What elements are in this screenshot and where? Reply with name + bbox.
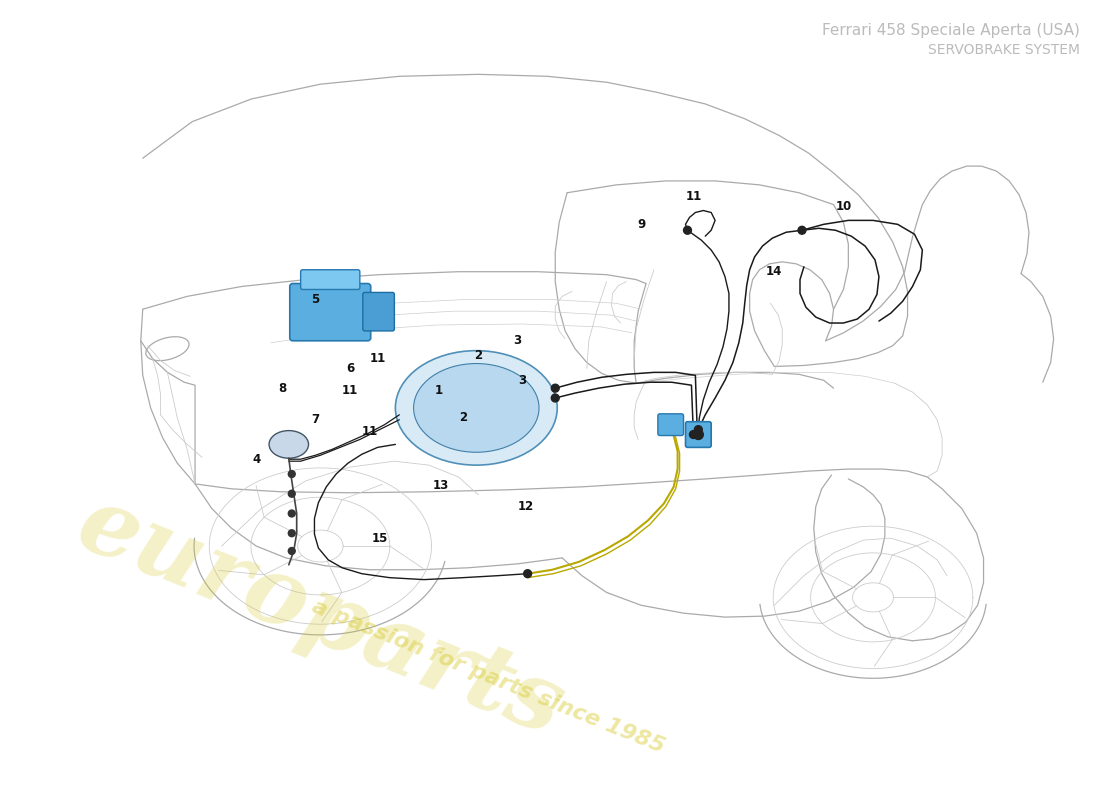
FancyBboxPatch shape [300,270,360,290]
Circle shape [551,384,559,392]
Circle shape [690,430,697,438]
Circle shape [693,430,702,438]
FancyBboxPatch shape [289,283,371,341]
Text: europarts: europarts [65,479,576,755]
Text: 3: 3 [514,334,521,347]
Text: 11: 11 [685,190,702,203]
Text: 11: 11 [362,425,377,438]
Text: 11: 11 [370,352,386,365]
Text: 5: 5 [311,293,320,306]
Circle shape [288,510,295,517]
Text: a passion for parts since 1985: a passion for parts since 1985 [309,596,668,757]
Text: 13: 13 [432,479,449,492]
Ellipse shape [414,363,539,452]
Text: 12: 12 [517,500,534,513]
Circle shape [288,470,295,478]
Text: 14: 14 [766,266,782,278]
Ellipse shape [270,430,308,458]
Circle shape [524,570,531,578]
Circle shape [551,394,559,402]
Circle shape [288,547,295,554]
Ellipse shape [395,350,558,465]
Circle shape [798,226,806,234]
Circle shape [683,226,692,234]
Text: 10: 10 [835,200,851,213]
FancyBboxPatch shape [363,293,395,331]
FancyBboxPatch shape [685,422,712,447]
Text: 4: 4 [252,453,261,466]
Text: 7: 7 [311,414,319,426]
Text: 6: 6 [345,362,354,375]
Circle shape [288,530,295,537]
FancyBboxPatch shape [658,414,683,435]
Text: 2: 2 [474,349,482,362]
Circle shape [288,490,295,498]
Text: Ferrari 458 Speciale Aperta (USA): Ferrari 458 Speciale Aperta (USA) [823,23,1080,38]
Text: 11: 11 [342,384,359,397]
Text: 2: 2 [460,411,467,424]
Circle shape [694,426,702,434]
Text: 9: 9 [637,218,646,231]
Text: 8: 8 [278,382,287,394]
Text: 3: 3 [518,374,527,386]
Text: 15: 15 [372,532,388,545]
Text: 1: 1 [434,384,443,397]
Text: SERVOBRAKE SYSTEM: SERVOBRAKE SYSTEM [928,42,1080,57]
Circle shape [693,430,703,439]
